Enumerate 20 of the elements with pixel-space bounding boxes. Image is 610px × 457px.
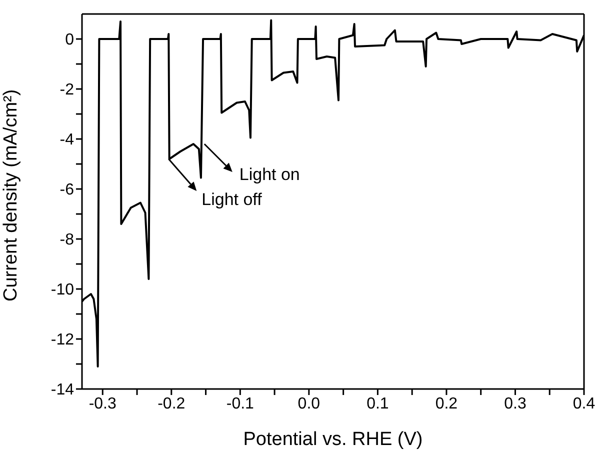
- x-tick-label: -0.3: [88, 395, 117, 412]
- x-tick-label: -0.2: [158, 395, 186, 412]
- y-tick-label: -2: [60, 82, 74, 99]
- y-tick-label: 0: [65, 32, 74, 49]
- x-tick-label: 0.2: [435, 395, 458, 412]
- y-tick-label: -14: [50, 382, 74, 399]
- x-tick-label: 0.3: [504, 395, 526, 412]
- y-tick-label: -10: [50, 282, 74, 299]
- annotation: Light off: [202, 190, 262, 209]
- annotation: Light on: [239, 165, 300, 184]
- y-tick-label: -4: [60, 132, 74, 149]
- x-tick-label: 0.1: [366, 395, 389, 412]
- y-tick-label: -12: [50, 332, 74, 349]
- x-tick-label: 0.0: [298, 395, 320, 412]
- y-tick-label: -6: [60, 182, 74, 199]
- x-tick-label: 0.4: [572, 395, 596, 412]
- x-axis-title: Potential vs. RHE (V): [243, 429, 423, 450]
- x-tick-label: -0.1: [226, 395, 254, 412]
- y-axis-title: Current density (mA/cm²): [0, 89, 22, 302]
- y-tick-label: -8: [60, 232, 74, 249]
